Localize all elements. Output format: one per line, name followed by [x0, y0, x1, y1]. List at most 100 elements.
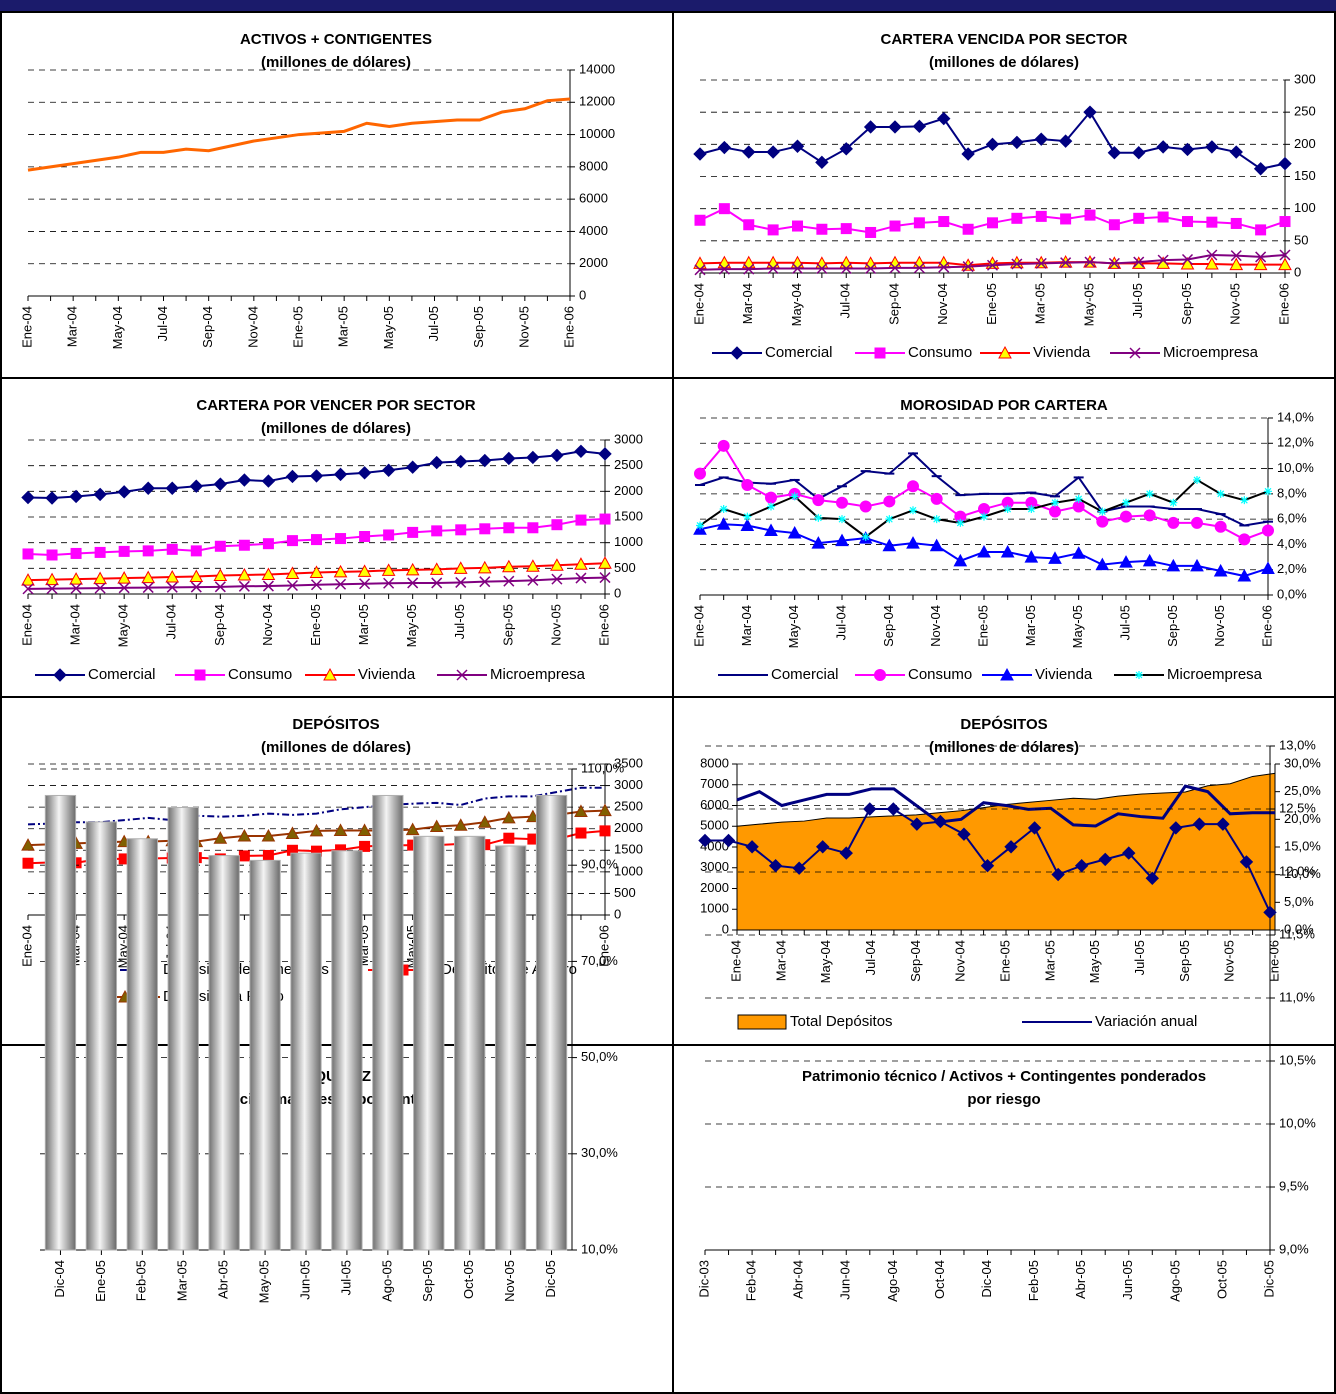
- marker: [1000, 667, 1014, 681]
- marker: [863, 120, 878, 134]
- legend-label: Depósitos de Monetarios: [163, 961, 329, 978]
- marker: [741, 255, 756, 269]
- marker: [311, 534, 322, 546]
- x-tick-label: Abr-05: [216, 1260, 231, 1299]
- marker: [907, 480, 919, 493]
- marker: [1263, 905, 1277, 920]
- x-tick-label: May-04: [818, 940, 833, 983]
- marker: [477, 560, 492, 574]
- marker: [938, 261, 950, 273]
- y-tick-label: 50: [1294, 232, 1308, 247]
- legend-label: Comercial: [765, 344, 833, 361]
- x-tick-label: Jul-05: [1117, 605, 1132, 640]
- x-tick-label: Sep-05: [1179, 283, 1194, 325]
- y-tick-label: 1000: [614, 534, 643, 549]
- y-tick-label: 10,0%: [1279, 1115, 1316, 1130]
- marker: [836, 496, 848, 509]
- marker: [574, 444, 588, 459]
- marker: [1205, 256, 1219, 270]
- marker: [383, 529, 395, 541]
- marker: [575, 572, 587, 584]
- marker: [889, 262, 901, 274]
- x-tick-label: Mar-05: [1042, 940, 1057, 981]
- marker: [1213, 563, 1228, 577]
- marker: [478, 453, 492, 468]
- x-tick-label: Sep-05: [471, 306, 486, 348]
- x-tick-label: Ene-04: [691, 283, 706, 325]
- chart-title: Patrimonio técnico / Activos + Contingen…: [802, 1068, 1206, 1085]
- marker: [1278, 156, 1292, 171]
- marker: [1145, 871, 1159, 886]
- marker: [906, 536, 920, 549]
- marker: [69, 572, 83, 585]
- marker: [1230, 250, 1242, 262]
- marker: [742, 145, 756, 159]
- x-tick-label: Jul-05: [338, 1260, 353, 1295]
- x-tick-label: Sep-05: [420, 1260, 435, 1302]
- marker: [1010, 135, 1024, 150]
- x-tick-label: May-05: [1070, 605, 1085, 648]
- x-tick-label: Mar-04: [65, 306, 80, 347]
- x-tick-label: Nov-04: [928, 605, 943, 647]
- marker: [1214, 520, 1227, 533]
- y-tick-label: 6000: [579, 191, 608, 206]
- marker: [117, 571, 132, 584]
- chart-subtitle: (millones de dólares): [929, 54, 1079, 71]
- x-tick-label: Mar-05: [1033, 283, 1048, 324]
- y-tick-label: 8000: [579, 158, 608, 173]
- x-tick-label: Ene-05: [975, 605, 990, 647]
- y-tick-label: 4,0%: [1277, 536, 1307, 551]
- marker: [718, 263, 730, 275]
- marker: [550, 558, 564, 571]
- marker: [913, 262, 925, 274]
- x-tick-label: Sep-04: [886, 283, 901, 325]
- marker: [214, 581, 226, 593]
- marker: [1098, 507, 1107, 516]
- marker: [768, 858, 783, 873]
- x-tick-label: Ene-06: [1266, 940, 1281, 982]
- y-tick-label: 7000: [700, 776, 729, 791]
- chart-title: MOROSIDAD POR CARTERA: [900, 397, 1108, 414]
- marker: [575, 827, 587, 839]
- marker: [598, 556, 612, 569]
- x-tick-label: Ene-06: [596, 604, 611, 646]
- x-tick-label: Feb-04: [744, 1260, 759, 1301]
- marker: [909, 506, 917, 515]
- y-tick-label: 500: [614, 560, 636, 575]
- marker: [1279, 216, 1291, 228]
- legend-label: Consumo: [228, 666, 292, 683]
- x-tick-label: Ene-06: [1259, 605, 1274, 647]
- marker: [792, 220, 803, 232]
- marker: [1145, 489, 1154, 498]
- marker: [814, 513, 823, 522]
- y-tick-label: 2000: [579, 255, 608, 270]
- marker: [381, 463, 396, 477]
- x-tick-label: Sep-05: [1165, 605, 1180, 647]
- marker: [357, 823, 372, 836]
- marker: [1237, 568, 1252, 582]
- marker: [696, 521, 704, 530]
- marker: [980, 858, 995, 873]
- x-tick-label: Dic-04: [979, 1260, 994, 1298]
- marker: [765, 491, 777, 504]
- chart-subtitle: (millones de dólares): [261, 420, 411, 437]
- marker: [743, 263, 755, 275]
- marker: [45, 491, 59, 505]
- x-tick-label: Sep-04: [212, 604, 227, 646]
- marker: [1084, 256, 1096, 268]
- y-tick-label: 70,0%: [581, 953, 618, 968]
- x-tick-label: Ago-05: [1167, 1260, 1182, 1302]
- marker: [953, 553, 968, 567]
- marker: [1108, 257, 1120, 269]
- bar: [85, 821, 118, 1251]
- marker: [886, 802, 901, 816]
- marker: [1034, 132, 1048, 146]
- marker: [407, 526, 419, 538]
- x-tick-label: May-05: [257, 1260, 272, 1303]
- marker: [118, 582, 130, 594]
- marker: [766, 145, 780, 159]
- marker: [1074, 494, 1083, 503]
- y-tick-label: 6,0%: [1277, 511, 1307, 526]
- y-tick-label: 12,0%: [1277, 435, 1314, 450]
- marker: [286, 535, 298, 547]
